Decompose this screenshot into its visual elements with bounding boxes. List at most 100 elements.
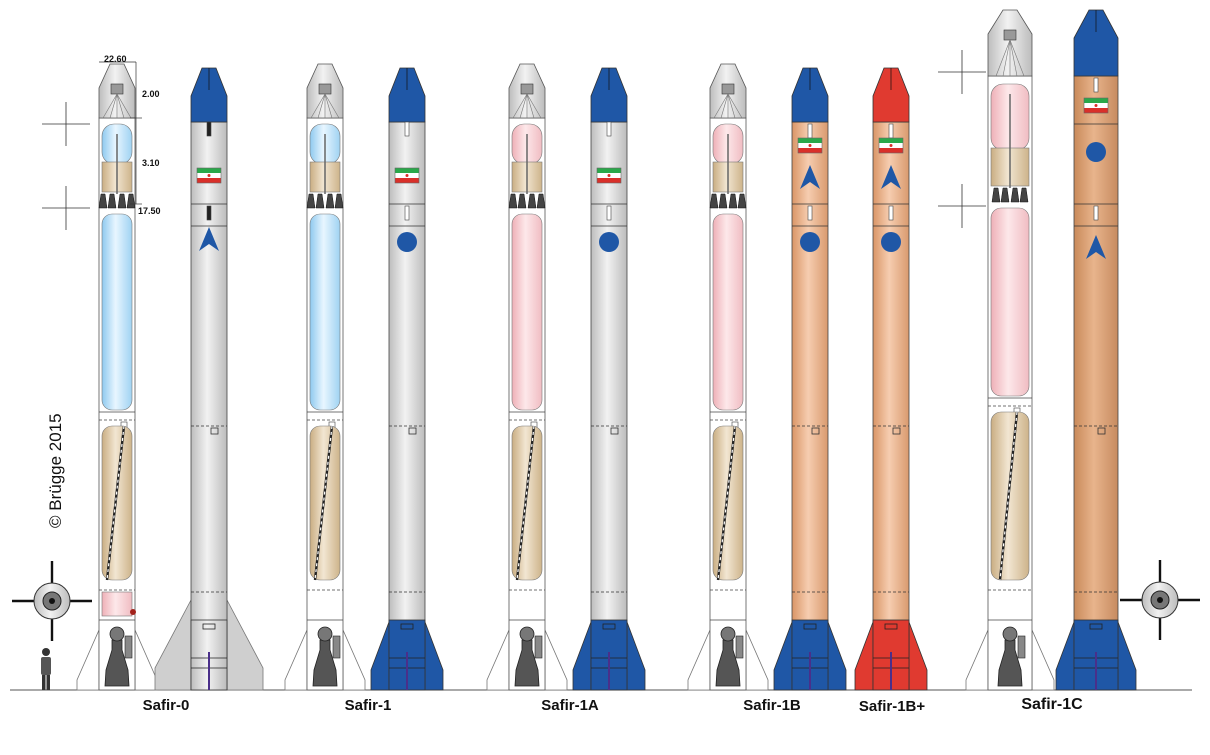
safir-1-exterior-hatch bbox=[408, 427, 417, 435]
safir-1-exterior-circle-logo bbox=[397, 232, 417, 252]
label-safir-1b-plus: Safir-1B+ bbox=[858, 698, 926, 715]
safir-1-exterior-fin-right bbox=[424, 621, 444, 691]
safir-1b-exterior-flag-green bbox=[798, 138, 822, 143]
safir-1a-cutaway-engine-turbopump bbox=[519, 626, 535, 642]
label-safir-1c: Safir-1C bbox=[1021, 696, 1083, 713]
safir-1a-exterior-flag-green bbox=[597, 168, 621, 173]
safir-1b-exterior-fin-left bbox=[773, 621, 793, 691]
safir-1a-cutaway-adapter-strut-3 bbox=[526, 93, 535, 119]
safir-1-exterior-flag-emblem bbox=[405, 174, 409, 177]
safir-1b-cutaway-adapter-strut-1 bbox=[720, 93, 729, 119]
safir-1c-exterior-slot-0 bbox=[1093, 77, 1099, 93]
safir-1c-cutaway-vernier-1 bbox=[1000, 187, 1010, 203]
safir-1a-cutaway-vernier-0 bbox=[508, 193, 518, 209]
safir-1c-cutaway-satellite bbox=[1003, 29, 1017, 41]
safir-1b-exterior-flag-red bbox=[798, 148, 822, 153]
crosshair-safir-1c-lower bbox=[938, 184, 986, 228]
safir-1-exterior-flag-green bbox=[395, 168, 419, 173]
dimension-lines bbox=[99, 61, 142, 205]
crosshair-safir-0-upper bbox=[42, 102, 90, 146]
safir-1c-exterior-arrow-logo bbox=[1086, 235, 1106, 259]
safir-1a-exterior-flag-red bbox=[597, 178, 621, 183]
safir-0-exterior-slot-0 bbox=[206, 121, 212, 137]
safir-1-cutaway-satellite bbox=[318, 83, 332, 95]
safir-1c-exterior-body bbox=[1073, 75, 1119, 691]
safir-1b-cutaway-vernier-2 bbox=[728, 193, 738, 209]
cross-section-right-nozzle-throat bbox=[1157, 597, 1163, 603]
safir-1a-cutaway bbox=[486, 63, 568, 691]
safir-1c-cutaway-vernier-0 bbox=[991, 187, 1001, 203]
safir-0-exterior-base-hatch bbox=[202, 623, 216, 630]
safir-1a-exterior-flag-emblem bbox=[607, 174, 611, 177]
safir-1-cutaway-stage1-oxidizer-tank bbox=[309, 213, 341, 411]
safir-1-cutaway-vernier-3 bbox=[334, 193, 344, 209]
safir-1-cutaway-feed-pipe-dash bbox=[314, 425, 333, 581]
safir-1a-cutaway-vernier-3 bbox=[536, 193, 546, 209]
safir-1a-cutaway-engine-feedline bbox=[534, 635, 543, 659]
safir-1c-exterior-flag-border bbox=[1083, 97, 1109, 114]
safir-1c-exterior-nose bbox=[1073, 9, 1119, 77]
safir-0-cutaway-adapter-strut-4 bbox=[116, 93, 132, 119]
safir-1c-exterior-hatch bbox=[1097, 427, 1106, 435]
safir-1b-plus-exterior-nose bbox=[872, 67, 910, 123]
safir-1a-exterior-hatch bbox=[610, 427, 619, 435]
label-safir-0: Safir-0 bbox=[142, 697, 190, 714]
safir-1b-cutaway-engine-feedline bbox=[735, 635, 744, 659]
safir-1b-plus-exterior-slot-0 bbox=[888, 123, 894, 139]
safir-1c-cutaway-feed-pipe-dash bbox=[999, 411, 1018, 581]
safir-1-cutaway-vernier-0 bbox=[306, 193, 316, 209]
safir-1b-plus-exterior-slot-1 bbox=[888, 205, 894, 221]
safir-1c-exterior-flag-red bbox=[1084, 108, 1108, 113]
safir-1b-cutaway-fin-right bbox=[745, 629, 769, 691]
safir-1b-exterior-slot-1 bbox=[807, 205, 813, 221]
safir-1b-cutaway-satellite bbox=[721, 83, 735, 95]
safir-1b-cutaway-vernier-3 bbox=[737, 193, 747, 209]
safir-1-cutaway-adapter-strut-3 bbox=[324, 93, 333, 119]
safir-1b-cutaway-engine-turbopump bbox=[720, 626, 736, 642]
safir-1a-exterior-slot-0 bbox=[606, 121, 612, 137]
safir-1a-exterior-fin-right bbox=[626, 621, 646, 691]
safir-1-cutaway-adapter-strut-0 bbox=[310, 93, 326, 119]
safir-0-exterior-flag-border bbox=[196, 167, 222, 184]
safir-1b-exterior-nose bbox=[791, 67, 829, 123]
safir-1c-cutaway-vernier-3 bbox=[1019, 187, 1029, 203]
safir-1b-plus-exterior-circle-logo bbox=[881, 232, 901, 252]
safir-1-exterior-fin-left bbox=[370, 621, 390, 691]
safir-1b-cutaway bbox=[687, 63, 769, 691]
safir-1b-cutaway-stage1-oxidizer-tank bbox=[712, 213, 744, 411]
safir-1-cutaway-engine-turbopump bbox=[317, 626, 333, 642]
safir-1a-cutaway-adapter-strut-0 bbox=[512, 93, 528, 119]
safir-1a-exterior-base-hatch bbox=[602, 623, 616, 630]
safir-1a-cutaway-vernier-1 bbox=[517, 193, 527, 209]
safir-0-exterior-arrow-logo bbox=[199, 227, 219, 251]
human-leg-right bbox=[46, 675, 50, 690]
safir-1a-cutaway-adapter-strut-4 bbox=[526, 93, 542, 119]
safir-1c-upper-circle-logo bbox=[1086, 142, 1106, 162]
safir-1a-cutaway-vernier-2 bbox=[527, 193, 537, 209]
safir-1b-plus-exterior bbox=[854, 67, 928, 691]
safir-0-cutaway-vernier-1 bbox=[107, 193, 117, 209]
safir-1c-cutaway-engine-nozzle bbox=[997, 639, 1023, 687]
dim-fairing: 2.00 bbox=[142, 89, 160, 99]
safir-1b-exterior-circle-logo bbox=[800, 232, 820, 252]
safir-1b-cutaway-vernier-1 bbox=[718, 193, 728, 209]
copyright-text: © Brügge 2015 bbox=[46, 413, 65, 528]
safir-0-cutaway-engine-turbopump bbox=[109, 626, 125, 642]
safir-0-cutaway-adapter-strut-0 bbox=[102, 93, 118, 119]
safir-1a-cutaway-engine-nozzle bbox=[514, 639, 540, 687]
safir-1a-cutaway-stage1-fuel-tank bbox=[511, 425, 543, 581]
safir-0-exterior-flag-red bbox=[197, 178, 221, 183]
safir-1b-cutaway-adapter-strut-4 bbox=[727, 93, 743, 119]
safir-0-exterior-fin-right bbox=[226, 599, 264, 691]
safir-1b-plus-exterior-hatch bbox=[892, 427, 901, 435]
safir-0-cutaway-stage1-fuel-tank bbox=[101, 425, 133, 581]
safir-1a-exterior bbox=[572, 67, 646, 691]
safir-1b-plus-exterior-flag-emblem bbox=[889, 144, 893, 147]
safir-1b-cutaway-stage1-fuel-tank bbox=[712, 425, 744, 581]
safir-1-cutaway-engine-feedline bbox=[332, 635, 341, 659]
safir-1c-exterior-fin-left bbox=[1055, 621, 1075, 691]
safir-1c-exterior-base-hatch bbox=[1089, 623, 1103, 630]
safir-1c-cutaway bbox=[965, 9, 1055, 691]
safir-1c-cutaway-vernier-2 bbox=[1010, 187, 1020, 203]
